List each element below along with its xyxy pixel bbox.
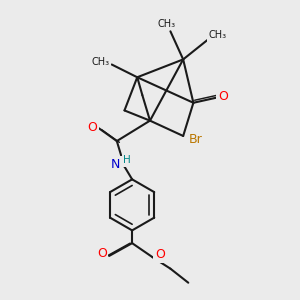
Text: O: O xyxy=(218,90,228,103)
Text: CH₃: CH₃ xyxy=(91,57,109,67)
Text: N: N xyxy=(111,158,120,170)
Text: CH₃: CH₃ xyxy=(208,30,227,40)
Text: O: O xyxy=(88,121,98,134)
Text: CH₃: CH₃ xyxy=(158,19,176,29)
Text: O: O xyxy=(97,247,107,260)
Text: O: O xyxy=(155,248,165,261)
Text: H: H xyxy=(123,155,131,165)
Text: Br: Br xyxy=(189,133,203,146)
